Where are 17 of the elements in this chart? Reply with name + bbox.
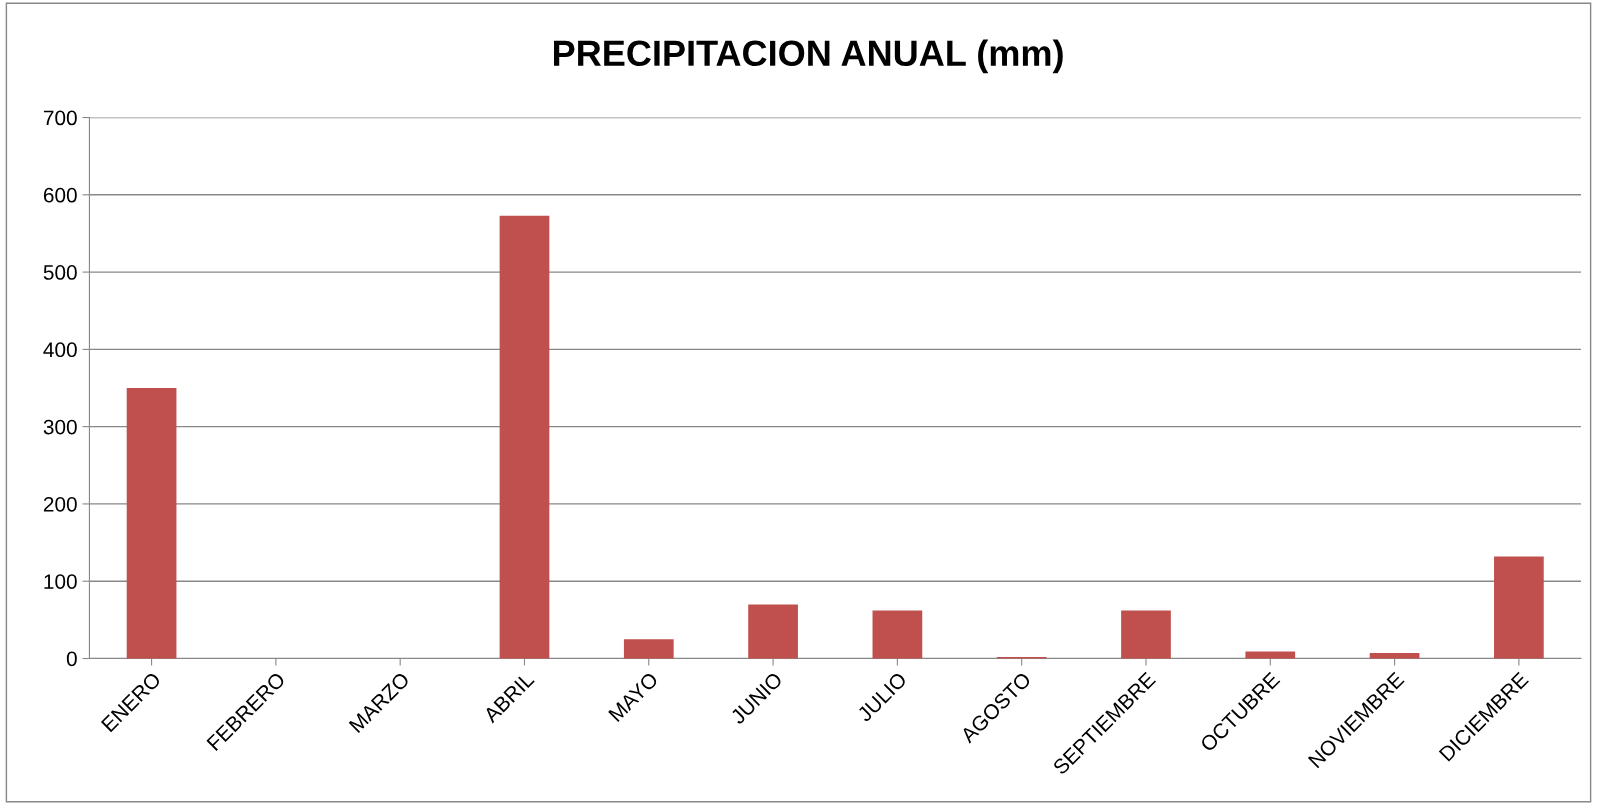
y-tick-label: 0 <box>66 651 77 667</box>
y-tick-label: 200 <box>43 496 77 512</box>
y-tick-label: 400 <box>43 342 77 358</box>
bar <box>126 388 177 659</box>
y-tick-label: 600 <box>43 187 77 203</box>
chart-title: PRECIPITACION ANUAL (mm) <box>554 39 1063 74</box>
bar <box>748 604 798 659</box>
y-tick-label: 300 <box>43 419 77 435</box>
bar <box>872 610 923 659</box>
bar <box>623 639 674 659</box>
bar <box>1369 653 1420 659</box>
y-tick-label: 700 <box>43 110 77 126</box>
y-tick-label: 500 <box>43 265 77 280</box>
y-tick-label: 100 <box>44 574 77 589</box>
bar <box>499 215 550 659</box>
bar <box>1494 556 1544 659</box>
bar <box>1121 610 1171 659</box>
